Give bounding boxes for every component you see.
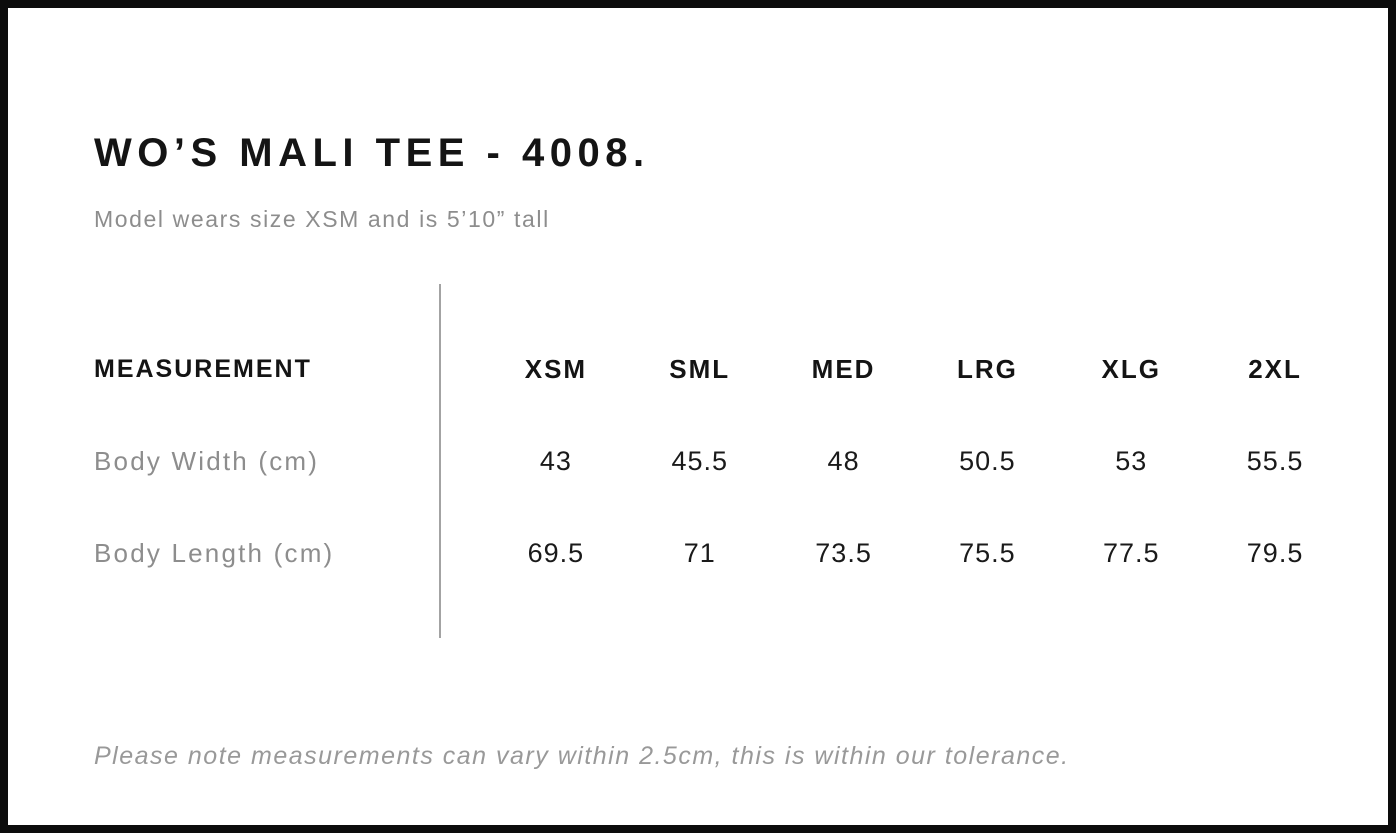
body-width-xlg: 53 (1115, 445, 1148, 476)
body-width-sml: 45.5 (671, 445, 729, 476)
table-row-body-length: Body Length (cm) 69.5 71 73.5 75.5 77.5 … (94, 507, 1347, 599)
page-title: WO’S MALI TEE - 4008. (94, 130, 650, 175)
body-width-2xl: 55.5 (1246, 445, 1304, 476)
body-width-xsm: 43 (539, 445, 572, 476)
body-length-2xl: 79.5 (1246, 537, 1304, 568)
column-header-xlg: XLG (1101, 353, 1161, 384)
column-header-lrg: LRG (956, 353, 1018, 384)
row-label-body-width: Body Width (cm) (94, 445, 320, 476)
body-length-xlg: 77.5 (1102, 537, 1160, 568)
size-chart-table: MEASUREMENT XSM SML MED LRG XLG 2XL Body… (94, 284, 1347, 637)
column-header-xsm: XSM (524, 353, 588, 384)
body-length-sml: 71 (683, 537, 716, 568)
column-header-sml: SML (669, 353, 731, 384)
tolerance-note: Please note measurements can vary within… (94, 742, 1070, 770)
column-header-measurement: MEASUREMENT (94, 354, 312, 383)
body-width-lrg: 50.5 (959, 445, 1016, 476)
body-length-lrg: 75.5 (959, 537, 1016, 568)
model-size-info: Model wears size XSM and is 5’10” tall (94, 206, 550, 232)
column-header-med: MED (811, 353, 876, 384)
body-width-med: 48 (827, 445, 860, 476)
row-label-body-length: Body Length (cm) (94, 537, 335, 568)
column-header-2xl: 2XL (1248, 353, 1302, 384)
table-vertical-divider (439, 284, 441, 638)
size-chart-header-row: MEASUREMENT XSM SML MED LRG XLG 2XL (94, 323, 1347, 415)
body-length-xsm: 69.5 (527, 537, 585, 568)
body-length-med: 73.5 (815, 537, 872, 568)
table-row-body-width: Body Width (cm) 43 45.5 48 50.5 53 55.5 (94, 415, 1347, 507)
